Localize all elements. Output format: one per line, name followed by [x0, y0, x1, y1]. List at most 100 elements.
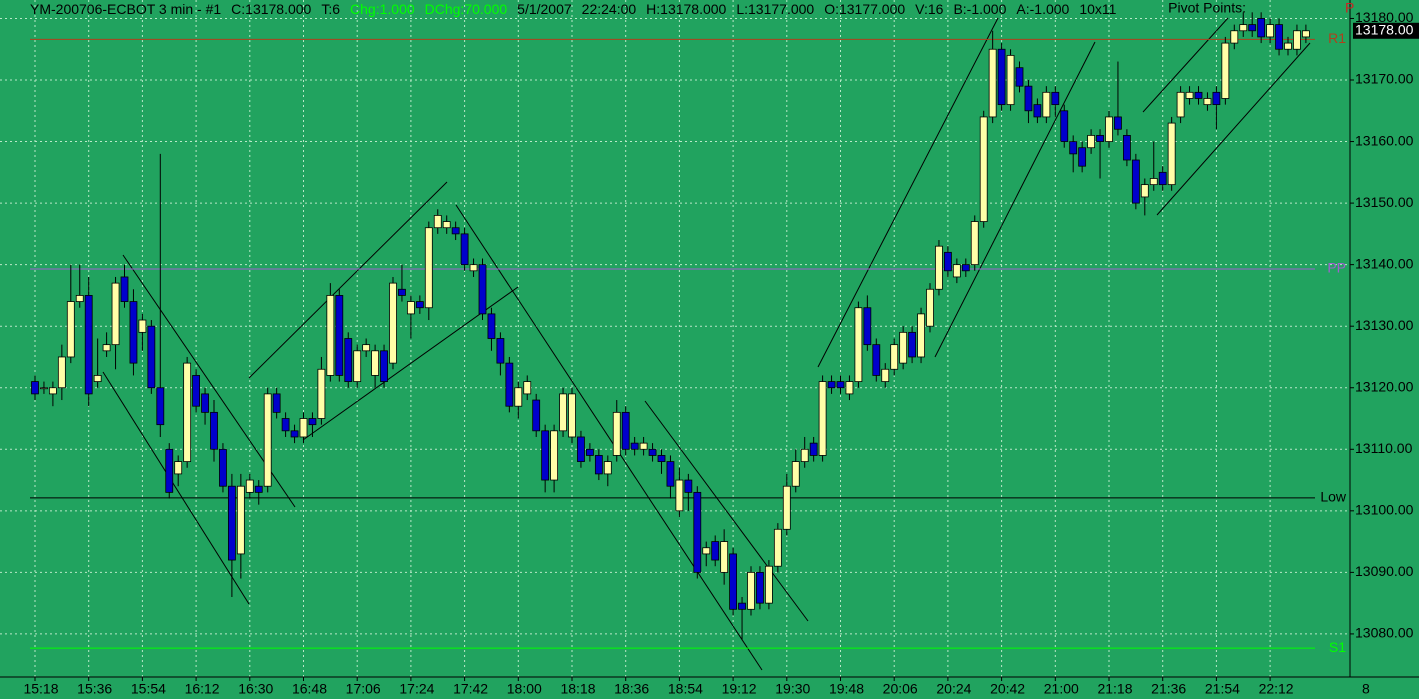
candle-body	[1114, 116, 1122, 130]
candle-body	[1302, 30, 1310, 38]
candle-body	[782, 485, 791, 530]
candle-body	[630, 442, 639, 450]
candle-body	[603, 461, 612, 475]
candle-body	[890, 344, 899, 370]
candle-body	[335, 295, 344, 376]
candle-body	[1149, 178, 1158, 186]
candle-body	[702, 547, 711, 555]
x-tick-label: 21:36	[1151, 681, 1186, 697]
candle-body	[263, 393, 272, 487]
candle-body	[881, 368, 890, 382]
candle-body	[944, 251, 952, 272]
candle-body	[1024, 85, 1033, 112]
candle-body	[1212, 91, 1221, 106]
candle-body	[371, 350, 380, 376]
candle-body	[872, 344, 881, 376]
x-tick-label: 16:12	[185, 681, 220, 697]
y-tick-label: 13080.00	[1355, 625, 1414, 641]
candle-body	[505, 362, 514, 407]
trend-line	[1142, 17, 1229, 113]
candle-body	[970, 221, 979, 266]
candle-body	[1042, 91, 1051, 118]
candle-body	[765, 565, 773, 604]
header: YM-200706-ECBOT 3 min - #1 C:13178.000 T:6…	[30, 0, 1126, 18]
x-tick-label: 21:54	[1205, 681, 1240, 697]
header-item: T:6	[321, 1, 341, 17]
candle-body	[854, 307, 863, 382]
candle-body	[1185, 91, 1194, 99]
level-label: PP	[1327, 260, 1346, 276]
y-tick-label: 13120.00	[1355, 378, 1414, 394]
candle-body	[1194, 91, 1203, 99]
x-tick-label: 17:06	[346, 681, 381, 697]
candle-body	[156, 387, 165, 426]
x-tick-label: 17:42	[453, 681, 488, 697]
header-item: 10x11	[1079, 1, 1117, 17]
candle-body	[496, 338, 505, 364]
candle-body	[1060, 110, 1069, 142]
candle-body	[165, 448, 174, 493]
candle-body	[40, 387, 48, 390]
candle-body	[380, 350, 388, 382]
candle-body	[648, 448, 657, 456]
candle-body	[729, 553, 737, 610]
candle-body	[433, 215, 442, 229]
candle-body	[111, 282, 120, 346]
trend-line	[102, 371, 250, 605]
header-item: O:13177.000	[824, 1, 906, 17]
candle-body	[523, 381, 532, 395]
candle-body	[693, 491, 702, 573]
candle-body	[720, 541, 729, 573]
candle-body	[478, 264, 487, 315]
candle-body	[586, 448, 594, 456]
candle-body	[1006, 54, 1015, 106]
x-tick-label: 21:18	[1097, 681, 1132, 697]
y-tick-label: 13090.00	[1355, 563, 1414, 579]
candle-body	[1033, 104, 1042, 118]
candle-body	[192, 375, 201, 407]
x-tick-label: 15:54	[131, 681, 166, 697]
candle-body	[666, 461, 675, 487]
y-tick-label: 13170.00	[1355, 71, 1414, 87]
header-item: YM-200706-ECBOT 3 min - #1	[30, 1, 222, 17]
candle-body	[541, 430, 550, 481]
candle-body	[1069, 141, 1078, 155]
candle-body	[487, 313, 496, 339]
candle-body	[550, 430, 558, 481]
candle-body	[639, 442, 648, 450]
candle-body	[917, 313, 925, 358]
candle-body	[281, 418, 290, 432]
candle-body	[469, 264, 478, 272]
candle-body	[800, 448, 809, 462]
candle-body	[31, 381, 39, 395]
candle-body	[791, 461, 800, 487]
x-tick-label: 18:18	[560, 681, 595, 697]
candle-body	[1221, 42, 1230, 99]
candle-body	[1087, 134, 1095, 149]
candle-body	[532, 399, 541, 432]
candle-body	[845, 381, 854, 395]
candle-body	[961, 264, 970, 272]
candle-body	[362, 344, 371, 352]
candle-body	[1257, 18, 1266, 38]
header-item: H:13178.000	[646, 1, 727, 17]
candle-body	[389, 282, 397, 364]
candle-body	[57, 356, 66, 389]
last-price-box	[1353, 22, 1419, 39]
header-item: 5/1/2007	[517, 1, 572, 17]
header-item: A:-1.000	[1016, 1, 1070, 17]
candle-body	[657, 455, 666, 462]
candle-body	[75, 295, 84, 302]
level-label: Low	[1320, 489, 1347, 505]
candle-body	[756, 571, 764, 604]
candle-body	[174, 461, 183, 475]
candle-body	[183, 362, 192, 462]
candle-body	[621, 411, 630, 450]
x-tick-label: 16:48	[292, 681, 327, 697]
candle-body	[594, 455, 603, 475]
x-tick-label: 18:36	[614, 681, 649, 697]
x-tick-label: 18:00	[507, 681, 542, 697]
candle-body	[219, 448, 227, 487]
candle-body	[568, 393, 576, 438]
